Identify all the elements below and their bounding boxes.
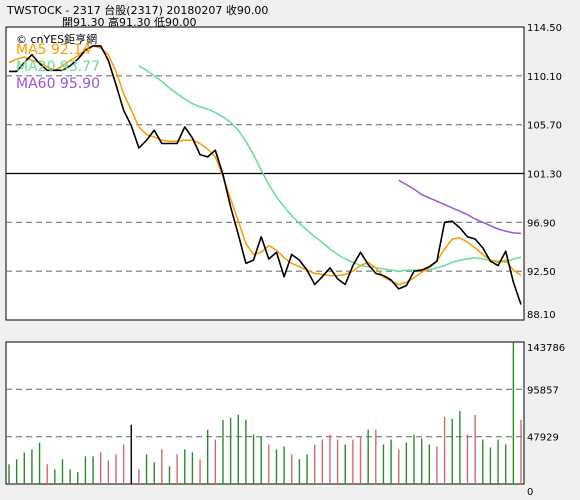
volume-panel-frame (5, 341, 525, 485)
price-panel: 114.50 110.10 105.70 101.30 96.90 92.50 88.10 (5, 23, 562, 321)
volume-axis-ticks: 143786 95857 47929 0 (527, 343, 565, 498)
price-tick-label: 114.50 (527, 23, 562, 34)
series-line-close (9, 45, 522, 305)
legend-source: © cnYES鉅亨網 (16, 33, 98, 46)
volume-tick-label: 47929 (527, 433, 559, 444)
series-line-ma60 (398, 179, 522, 235)
volume-gridlines (6, 388, 524, 438)
price-axis-ticks: 114.50 110.10 105.70 101.30 96.90 92.50 88.10 (527, 23, 562, 321)
series-line-ma20 (138, 65, 522, 272)
price-tick-label: 105.70 (527, 121, 562, 132)
price-tick-label: 88.10 (527, 310, 556, 321)
price-series-lines (8, 45, 522, 305)
legend-ma5: MA5 92.14 (16, 42, 92, 58)
price-tick-label: 96.90 (527, 218, 556, 229)
price-gridlines (6, 75, 524, 272)
price-tick-label: 92.50 (527, 267, 556, 278)
price-tick-label: 110.10 (527, 72, 562, 83)
header-line-2: 開91.30 高91.30 低90.00 (62, 16, 197, 29)
header-line-1: TWSTOCK - 2317 台股(2317) 20180207 收90.00 (7, 4, 269, 17)
volume-tick-label: 95857 (527, 385, 559, 396)
price-tick-label: 101.30 (527, 170, 562, 181)
volume-panel: 143786 95857 47929 0 (5, 341, 565, 498)
volume-tick-label: 143786 (527, 343, 565, 354)
volume-bars (8, 342, 522, 484)
volume-tick-label: 0 (527, 487, 533, 498)
legend-ma60: MA60 95.90 (16, 76, 100, 92)
legend-ma20: MA20 93.77 (16, 59, 100, 75)
